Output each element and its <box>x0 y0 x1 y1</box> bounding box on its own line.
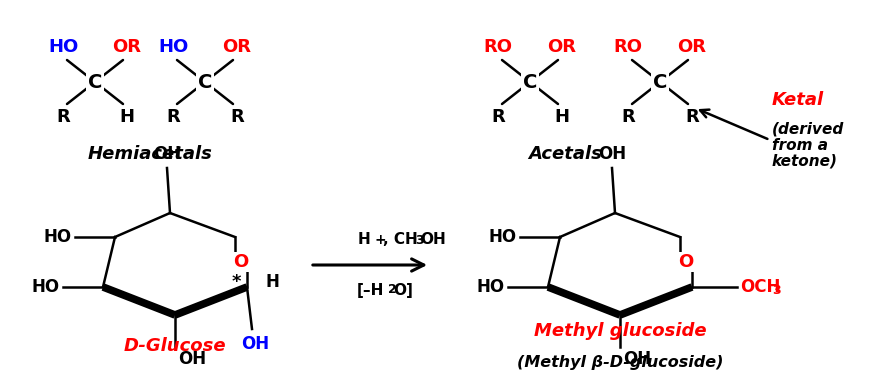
Text: , CH: , CH <box>383 232 418 247</box>
Text: OR: OR <box>222 38 251 56</box>
Text: OR: OR <box>112 38 141 56</box>
Text: R: R <box>167 108 180 126</box>
Text: 3: 3 <box>415 234 424 247</box>
Text: OH: OH <box>598 145 626 163</box>
Text: HO: HO <box>48 38 78 56</box>
Text: 2: 2 <box>388 283 397 296</box>
Text: OR: OR <box>678 38 706 56</box>
Text: R: R <box>685 108 698 126</box>
Text: H: H <box>265 273 279 291</box>
Text: RO: RO <box>614 38 643 56</box>
Text: O: O <box>234 253 249 271</box>
Text: RO: RO <box>483 38 513 56</box>
Text: OCH: OCH <box>740 278 780 296</box>
Text: from a: from a <box>772 138 828 153</box>
Text: Hemiacetals: Hemiacetals <box>87 145 213 163</box>
Text: C: C <box>198 73 212 91</box>
Text: OH: OH <box>153 145 181 163</box>
Text: *: * <box>231 273 241 291</box>
Text: 3: 3 <box>772 285 780 298</box>
Text: Methyl glucoside: Methyl glucoside <box>534 322 706 340</box>
Text: R: R <box>621 108 635 126</box>
Text: R: R <box>56 108 70 126</box>
Text: HO: HO <box>44 228 72 246</box>
Text: Acetals: Acetals <box>528 145 602 163</box>
Text: (Methyl β-D-glucoside): (Methyl β-D-glucoside) <box>517 355 723 370</box>
Text: [–H: [–H <box>357 283 384 298</box>
Text: OH: OH <box>420 232 446 247</box>
Text: D-Glucose: D-Glucose <box>124 337 227 355</box>
Text: H: H <box>555 108 569 126</box>
Text: OH: OH <box>623 350 651 368</box>
Text: R: R <box>491 108 505 126</box>
Text: HO: HO <box>477 278 505 296</box>
Text: Ketal: Ketal <box>772 91 824 109</box>
Text: ketone): ketone) <box>772 154 838 169</box>
Text: H: H <box>358 232 370 247</box>
Text: R: R <box>230 108 244 126</box>
Text: O]: O] <box>393 283 412 298</box>
Text: OH: OH <box>241 335 269 353</box>
Text: C: C <box>88 73 102 91</box>
Text: C: C <box>523 73 537 91</box>
Text: OH: OH <box>178 350 206 368</box>
Text: HO: HO <box>32 278 60 296</box>
Text: O: O <box>678 253 693 271</box>
Text: OR: OR <box>548 38 576 56</box>
Text: H: H <box>119 108 134 126</box>
Text: C: C <box>653 73 667 91</box>
Text: HO: HO <box>158 38 188 56</box>
Text: (derived: (derived <box>772 122 844 137</box>
Text: +: + <box>374 233 385 247</box>
Text: HO: HO <box>489 228 517 246</box>
